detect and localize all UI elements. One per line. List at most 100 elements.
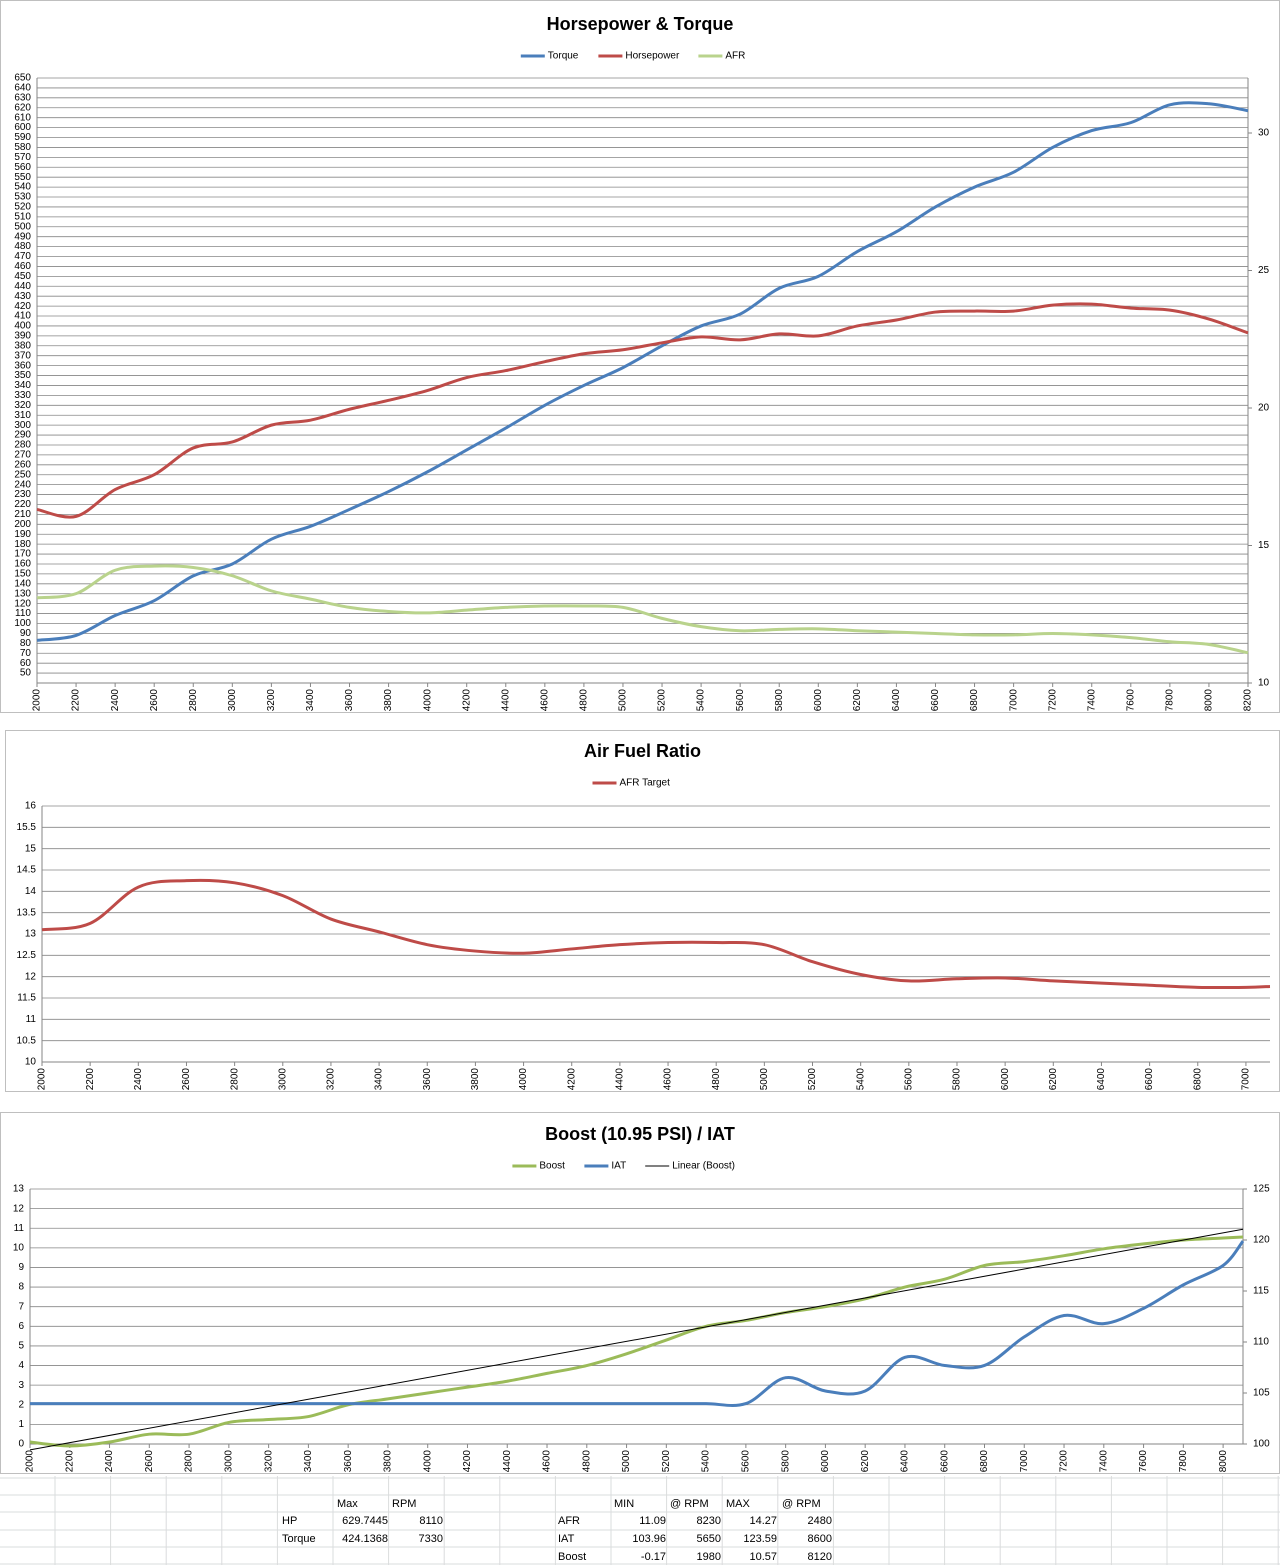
- y-tick-label: 250: [14, 469, 31, 480]
- x-tick-label: 4200: [461, 689, 472, 712]
- y-tick-label: 10: [25, 1057, 37, 1068]
- series-line: [29, 1235, 1244, 1448]
- table-cell: MIN: [614, 1498, 634, 1510]
- x-tick-label: 8200: [1243, 689, 1254, 712]
- x-tick-label: 7000: [1241, 1068, 1252, 1091]
- y-tick-label: 15: [25, 843, 37, 854]
- x-tick-label: 5000: [618, 689, 629, 712]
- y-tick-label: 10: [13, 1242, 25, 1253]
- x-tick-label: 6000: [820, 1450, 831, 1473]
- x-tick-label: 2800: [184, 1450, 195, 1473]
- x-tick-label: 5800: [780, 1450, 791, 1473]
- x-tick-label: 4400: [500, 689, 511, 712]
- y-tick-label: 310: [14, 410, 31, 421]
- table-cell: @ RPM: [670, 1498, 709, 1510]
- x-tick-label: 6800: [969, 689, 980, 712]
- x-tick-label: 2400: [104, 1450, 115, 1473]
- x-tick-label: 3800: [383, 1450, 394, 1473]
- y-tick-label: 70: [20, 648, 32, 659]
- series-line: [36, 101, 1249, 642]
- y-tick-label: 270: [14, 450, 31, 461]
- table-cell: 8600: [808, 1533, 832, 1545]
- x-tick-label: 3200: [263, 1450, 274, 1473]
- x-tick-label: 3000: [227, 689, 238, 712]
- y-tick-label: 2: [18, 1399, 24, 1410]
- x-tick-label: 3800: [470, 1068, 481, 1091]
- legend-label: IAT: [611, 1161, 626, 1172]
- x-tick-label: 5600: [903, 1068, 914, 1091]
- x-tick-label: 4000: [422, 1450, 433, 1473]
- x-tick-label: 2200: [64, 1450, 75, 1473]
- table-cell: 14.27: [749, 1515, 777, 1527]
- legend-label: Torque: [548, 51, 579, 62]
- y-tick-label: 220: [14, 499, 31, 510]
- legend-label: Horsepower: [625, 51, 680, 62]
- x-tick-label: 7800: [1165, 689, 1176, 712]
- x-tick-label: 4000: [422, 689, 433, 712]
- y-tick-label: 490: [14, 231, 31, 242]
- y2-tick-label: 125: [1253, 1184, 1270, 1195]
- legend-label: Linear (Boost): [672, 1161, 735, 1172]
- y-tick-label: 130: [14, 588, 31, 599]
- table-cell: 7330: [419, 1533, 443, 1545]
- table-cell: 8110: [419, 1515, 443, 1527]
- y-tick-label: 80: [20, 638, 32, 649]
- y-tick-label: 550: [14, 172, 31, 183]
- x-tick-label: 3800: [383, 689, 394, 712]
- x-tick-label: 7400: [1098, 1450, 1109, 1473]
- y-tick-label: 190: [14, 529, 31, 540]
- chart-title: Air Fuel Ratio: [584, 741, 701, 761]
- x-tick-label: 6600: [930, 689, 941, 712]
- x-tick-label: 4000: [518, 1068, 529, 1091]
- x-tick-label: 6200: [1048, 1068, 1059, 1091]
- table-cell: 8230: [697, 1515, 721, 1527]
- y-tick-label: 11.5: [17, 993, 36, 1004]
- x-tick-label: 4600: [542, 1450, 553, 1473]
- y-tick-label: 390: [14, 331, 31, 342]
- x-tick-label: 5200: [657, 689, 668, 712]
- y-tick-label: 160: [14, 559, 31, 570]
- chart-frame: [5, 730, 1280, 1092]
- x-tick-label: 6000: [1000, 1068, 1011, 1091]
- x-tick-label: 7000: [1008, 689, 1019, 712]
- x-tick-label: 6400: [900, 1450, 911, 1473]
- x-tick-label: 6600: [1144, 1068, 1155, 1091]
- y-tick-label: 380: [14, 340, 31, 351]
- y-tick-label: 100: [14, 618, 31, 629]
- y-tick-label: 520: [14, 202, 31, 213]
- y-tick-label: 180: [14, 539, 31, 550]
- table-cell: -0.17: [641, 1551, 666, 1563]
- y-tick-label: 330: [14, 390, 31, 401]
- x-tick-label: 7600: [1138, 1450, 1149, 1473]
- x-tick-label: 6200: [860, 1450, 871, 1473]
- x-tick-label: 6400: [891, 689, 902, 712]
- y2-tick-label: 120: [1253, 1235, 1270, 1246]
- y-tick-label: 280: [14, 440, 31, 451]
- y-tick-label: 3: [18, 1380, 24, 1391]
- y-tick-label: 590: [14, 132, 31, 143]
- chart-title: Boost (10.95 PSI) / IAT: [545, 1124, 735, 1144]
- y-tick-label: 11: [14, 1223, 25, 1234]
- table-cell: RPM: [392, 1498, 416, 1510]
- table-cell: Torque: [282, 1533, 316, 1545]
- y-tick-label: 210: [14, 509, 31, 520]
- y-tick-label: 290: [14, 430, 31, 441]
- y-tick-label: 620: [14, 102, 31, 113]
- x-tick-label: 4200: [462, 1450, 473, 1473]
- x-tick-label: 5400: [855, 1068, 866, 1091]
- legend-label: AFR: [725, 51, 745, 62]
- y-tick-label: 400: [14, 321, 31, 332]
- series-line: [36, 302, 1249, 519]
- y-tick-label: 410: [14, 311, 31, 322]
- table-cell: 11.09: [639, 1515, 666, 1527]
- x-tick-label: 5800: [774, 689, 785, 712]
- y2-tick-label: 10: [1258, 678, 1270, 689]
- x-tick-label: 2400: [133, 1068, 144, 1091]
- x-tick-label: 8000: [1204, 689, 1215, 712]
- x-tick-label: 2600: [181, 1068, 192, 1091]
- y2-tick-label: 115: [1253, 1286, 1269, 1297]
- y-tick-label: 50: [20, 668, 32, 679]
- x-tick-label: 5800: [952, 1068, 963, 1091]
- legend-label: AFR Target: [620, 778, 671, 789]
